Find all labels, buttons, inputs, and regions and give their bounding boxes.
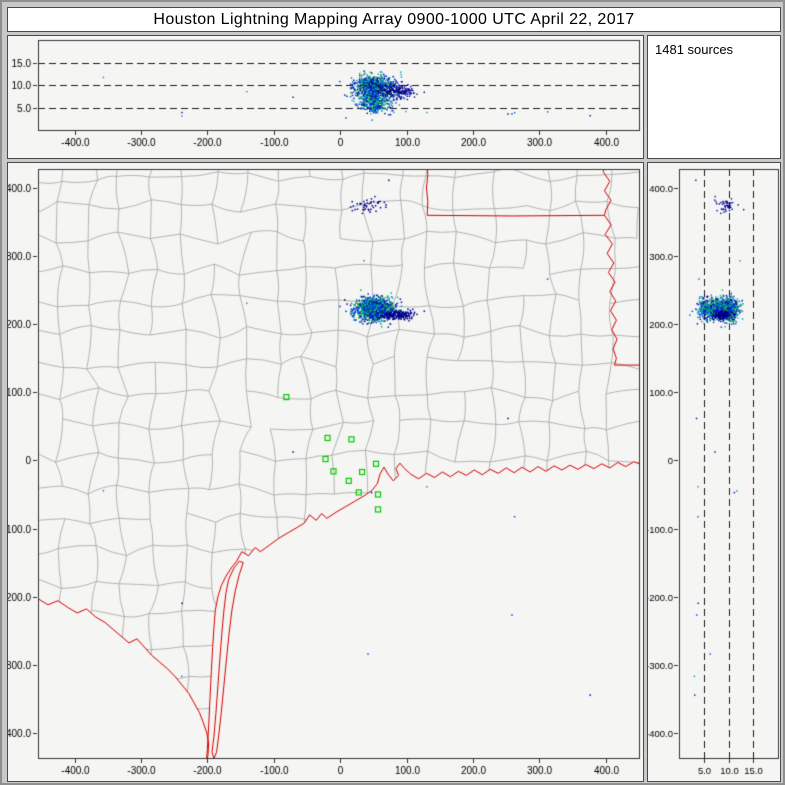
plan-view-canvas[interactable]	[8, 163, 643, 781]
title-bar: Houston Lightning Mapping Array 0900-100…	[7, 7, 781, 32]
alt-vs-ew-panel	[7, 35, 644, 159]
alt-vs-ew-canvas[interactable]	[8, 36, 643, 158]
alt-vs-ns-panel	[647, 162, 781, 782]
plot-title: Houston Lightning Mapping Array 0900-100…	[153, 10, 635, 28]
source-count-panel: 1481 sources	[647, 35, 781, 159]
alt-vs-ns-canvas[interactable]	[648, 163, 780, 781]
plan-view-panel	[7, 162, 644, 782]
source-count-label: 1481 sources	[655, 42, 734, 57]
